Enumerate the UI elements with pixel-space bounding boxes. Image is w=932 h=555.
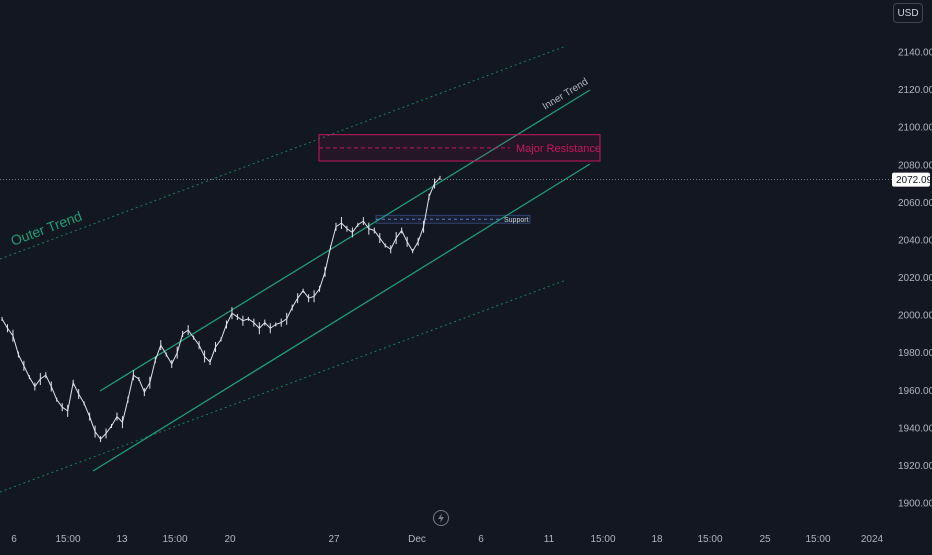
last-price-label: 2072.09 (896, 175, 932, 186)
price-tick-label: 1980.00 (898, 348, 932, 359)
time-tick-label: 2024 (861, 534, 884, 545)
price-tick-label: 2000.00 (898, 311, 932, 322)
lightning-icon[interactable] (433, 510, 449, 526)
price-tick-label: 2080.00 (898, 160, 932, 171)
time-tick-label: 15:00 (805, 534, 830, 545)
outer-trend-upper-line (0, 45, 567, 260)
time-axis[interactable]: 6 15:00 13 15:00 20 27 Dec 6 11 15:00 18 15:00 25 15:… (11, 534, 883, 545)
price-tick-label: 1960.00 (898, 386, 932, 397)
outer-trend-lower-line (0, 279, 567, 493)
price-series (1, 175, 441, 443)
time-tick-label: 15:00 (590, 534, 615, 545)
time-tick-label: 15:00 (162, 534, 187, 545)
price-tick-label: 2100.00 (898, 123, 932, 134)
time-tick-label: 18 (651, 534, 663, 545)
time-tick-label: 6 (11, 534, 17, 545)
price-tick-label: 1900.00 (898, 499, 932, 510)
time-tick-label: 13 (116, 534, 128, 545)
price-axis[interactable]: 2140.00 2120.00 2100.00 2080.00 2060.00 2040.… (898, 48, 932, 510)
major-resistance-label: Major Resistance (516, 143, 601, 155)
last-price-tag (892, 172, 930, 187)
price-tick-label: 1940.00 (898, 423, 932, 434)
price-tick-label: 2120.00 (898, 85, 932, 96)
time-tick-label: 11 (544, 534, 555, 545)
time-tick-label: 15:00 (697, 534, 722, 545)
time-tick-label: 25 (759, 534, 771, 545)
support-label: Support (504, 217, 529, 224)
price-tick-label: 2020.00 (898, 273, 932, 284)
price-tick-label: 2140.00 (898, 48, 932, 59)
last-price-marker: 2072.09 (0, 172, 932, 187)
time-tick-label: 15:00 (55, 534, 80, 545)
time-tick-label: 20 (224, 534, 236, 545)
inner-trend-upper-line (99, 89, 591, 392)
price-tick-label: 2040.00 (898, 235, 932, 246)
time-tick-label: 6 (478, 534, 484, 545)
price-tick-label: 1920.00 (898, 461, 932, 472)
price-tick-label: 2060.00 (898, 198, 932, 209)
price-line (1, 177, 441, 440)
currency-button[interactable]: USD (893, 3, 923, 23)
time-tick-label: Dec (408, 534, 426, 545)
time-tick-label: 27 (328, 534, 340, 545)
